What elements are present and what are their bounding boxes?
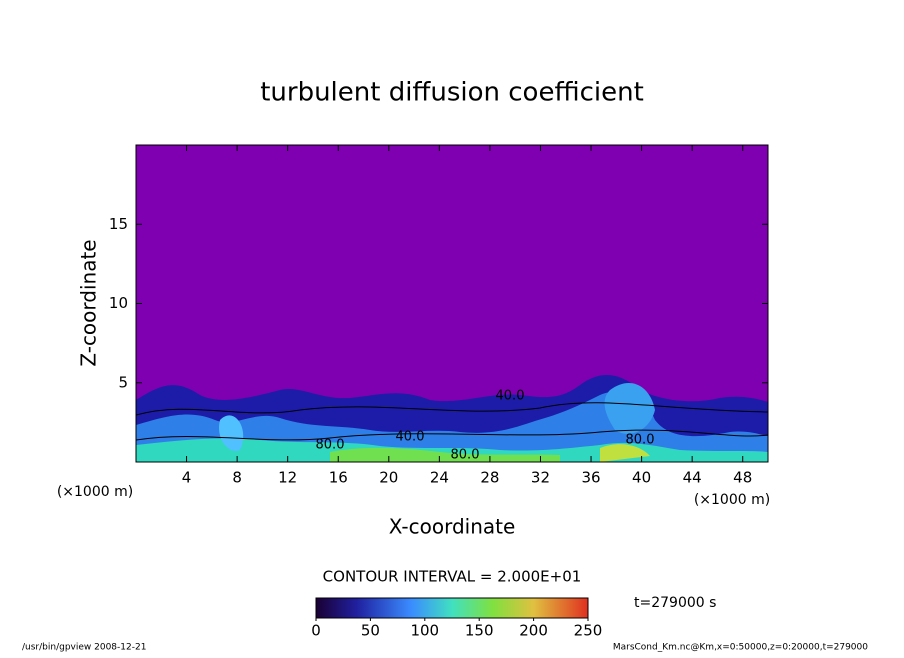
footer-left: /usr/bin/gpview 2008-12-21 xyxy=(22,643,146,653)
x-tick-label: 44 xyxy=(683,469,702,487)
x-unit-label: (×1000 m) xyxy=(57,484,133,500)
colorbar-tick-label: 200 xyxy=(519,622,548,640)
contour-label: 40.0 xyxy=(496,389,525,404)
x-tick-label: 16 xyxy=(329,469,348,487)
chart-title: turbulent diffusion coefficient xyxy=(260,78,644,108)
contour-label: 80.0 xyxy=(451,448,480,463)
colorbar xyxy=(315,597,589,619)
colorbar-tick-label: 250 xyxy=(574,622,603,640)
x-tick-label: 8 xyxy=(232,469,242,487)
colorbar-tick-label: 100 xyxy=(410,622,439,640)
footer-right: MarsCond_Km.nc@Km,x=0:50000,z=0:20000,t=… xyxy=(613,643,868,653)
x-tick-label: 4 xyxy=(182,469,192,487)
x-unit-label: (×1000 m) xyxy=(694,492,770,508)
colorbar-tick-label: 50 xyxy=(361,622,380,640)
y-tick-label: 5 xyxy=(118,373,128,391)
x-axis-label: X-coordinate xyxy=(389,515,516,539)
contour-label: 80.0 xyxy=(626,433,655,448)
y-axis-label: Z-coordinate xyxy=(77,239,101,366)
colorbar-tick-label: 150 xyxy=(465,622,494,640)
contour-label: 80.0 xyxy=(316,438,345,453)
x-tick-label: 28 xyxy=(480,469,499,487)
x-tick-label: 20 xyxy=(379,469,398,487)
x-tick-label: 24 xyxy=(430,469,449,487)
colorbar-tick-label: 0 xyxy=(311,622,321,640)
x-tick-label: 36 xyxy=(581,469,600,487)
time-label: t=279000 s xyxy=(634,595,716,611)
x-tick-label: 40 xyxy=(632,469,651,487)
x-tick-label: 12 xyxy=(278,469,297,487)
y-tick-label: 15 xyxy=(109,215,128,233)
contour-field xyxy=(136,145,768,462)
contour-label: 40.0 xyxy=(396,430,425,445)
x-tick-label: 48 xyxy=(733,469,752,487)
contour-interval: CONTOUR INTERVAL = 2.000E+01 xyxy=(323,568,582,586)
x-tick-label: 32 xyxy=(531,469,550,487)
y-tick-label: 10 xyxy=(109,294,128,312)
